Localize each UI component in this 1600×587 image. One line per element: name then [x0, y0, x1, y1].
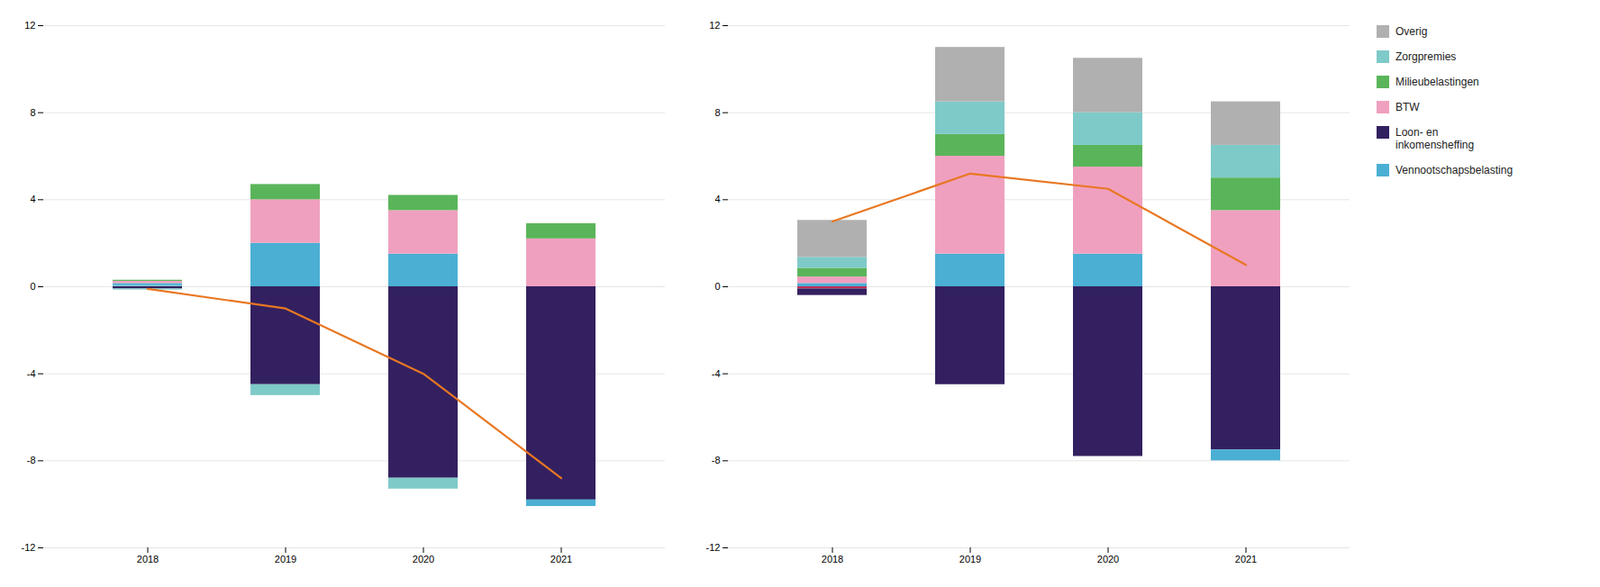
- svg-text:-8: -8: [27, 454, 37, 466]
- svg-text:-8: -8: [711, 454, 721, 466]
- svg-text:2020: 2020: [1097, 554, 1119, 565]
- svg-text:0: 0: [714, 281, 720, 292]
- svg-text:12: 12: [24, 19, 36, 31]
- svg-text:2020: 2020: [412, 554, 435, 565]
- svg-text:2018: 2018: [821, 554, 844, 565]
- svg-text:-12: -12: [21, 542, 37, 554]
- svg-text:-4: -4: [711, 368, 721, 380]
- html-text:Vennootschapsbelasting: Vennootschapsbelasting: [1395, 163, 1513, 177]
- svg-text:8: 8: [714, 107, 720, 119]
- svg-text:-4: -4: [27, 368, 37, 380]
- html-text:Loon- en inkomensheffing: Loon- en inkomensheffing: [1395, 126, 1475, 152]
- svg-text:-12: -12: [706, 542, 721, 554]
- svg-text:2021: 2021: [550, 554, 573, 565]
- html-text:Overig: Overig: [1395, 25, 1428, 38]
- svg-text:2021: 2021: [1235, 554, 1257, 565]
- svg-text:4: 4: [29, 193, 36, 205]
- html-text:Milieubelastingen: Milieubelastingen: [1395, 75, 1480, 89]
- svg-text:8: 8: [29, 107, 36, 119]
- svg-text:2019: 2019: [959, 554, 982, 565]
- svg-text:0: 0: [29, 281, 36, 292]
- svg-text:12: 12: [709, 19, 720, 31]
- html-text:BTW: BTW: [1395, 100, 1420, 114]
- svg-text:2019: 2019: [274, 554, 297, 565]
- svg-text:2018: 2018: [136, 554, 159, 565]
- svg-text:4: 4: [714, 193, 720, 205]
- html-text:Zorgpremies: Zorgpremies: [1395, 50, 1457, 64]
